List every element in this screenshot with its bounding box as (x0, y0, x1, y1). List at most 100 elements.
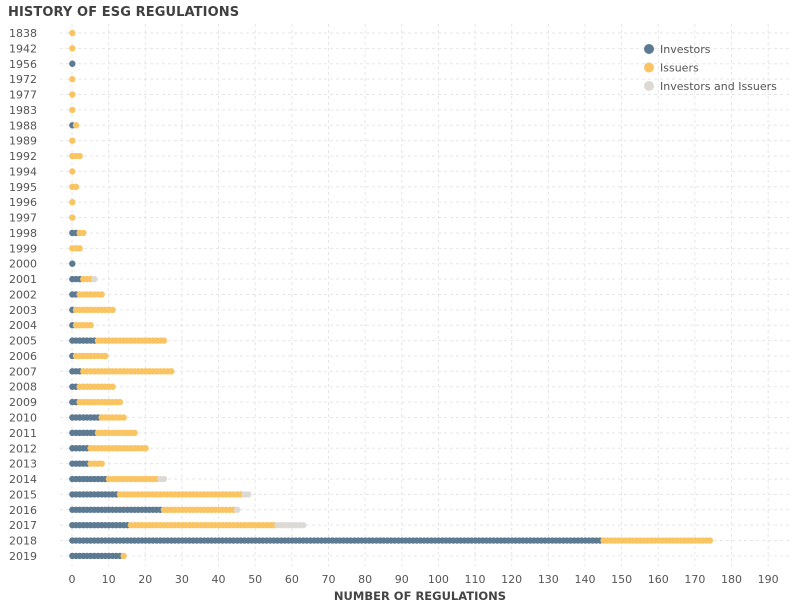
dot-issuers (76, 245, 83, 252)
y-tick-label: 2014 (9, 473, 37, 486)
y-tick-label: 2007 (9, 365, 37, 378)
dot-investors (69, 260, 76, 267)
dot-issuers (72, 183, 80, 190)
y-tick-label: 1997 (9, 212, 37, 225)
y-tick-label: 2019 (9, 550, 37, 563)
data-dots (69, 29, 714, 560)
dot-issuers (69, 45, 76, 52)
dot-issuers (69, 91, 76, 98)
y-tick-label: 1994 (9, 165, 37, 178)
x-tick-label: 10 (102, 573, 116, 586)
x-tick-label: 160 (648, 573, 669, 586)
y-tick-label: 2005 (9, 335, 37, 348)
x-tick-label: 20 (138, 573, 152, 586)
dot-issuers (69, 137, 76, 144)
y-tick-label: 2004 (9, 319, 37, 332)
x-tick-label: 130 (538, 573, 559, 586)
y-axis-labels: 1838 1942 1956 1972 1977 1983 1988 1989 1992 1994… (9, 27, 37, 563)
dot-issuers (142, 445, 149, 452)
dot-issuers (120, 552, 127, 560)
x-tick-label: 100 (428, 573, 449, 586)
legend: Investors Issuers Investors and Issuers (644, 43, 777, 93)
x-tick-label: 90 (395, 573, 409, 586)
dot-issuers (102, 352, 109, 360)
y-tick-label: 2013 (9, 458, 37, 471)
legend-label: Investors and Issuers (660, 80, 777, 93)
gridlines (60, 24, 790, 566)
chart-title: HISTORY OF ESG REGULATIONS (8, 5, 240, 20)
x-tick-label: 140 (574, 573, 595, 586)
dot-issuers (98, 291, 105, 298)
x-tick-label: 180 (721, 573, 742, 586)
dot-issuers (72, 122, 80, 129)
dot-issuers (116, 398, 124, 406)
dot-investors-and-issuers (234, 506, 241, 513)
dot-issuers (69, 75, 76, 83)
dot-issuers (69, 106, 76, 114)
dot-issuers (109, 383, 116, 390)
dot-issuers (168, 368, 175, 375)
y-tick-label: 1998 (9, 227, 37, 240)
legend-label: Issuers (660, 62, 699, 75)
dot-investors-and-issuers (160, 475, 168, 483)
x-tick-label: 60 (285, 573, 299, 586)
y-tick-label: 2002 (9, 288, 37, 301)
x-axis-title: NUMBER OF REGULATIONS (334, 589, 506, 603)
dot-issuers (109, 306, 116, 314)
x-tick-label: 170 (684, 573, 705, 586)
y-tick-label: 1972 (9, 73, 37, 86)
y-tick-label: 2006 (9, 350, 37, 363)
x-tick-label: 190 (758, 573, 779, 586)
y-tick-label: 1956 (9, 58, 37, 71)
dot-issuers (69, 29, 76, 37)
legend-marker (644, 44, 654, 54)
y-tick-label: 1996 (9, 196, 37, 209)
dot-issuers (69, 198, 76, 206)
dot-investors-and-issuers (245, 491, 252, 498)
x-tick-label: 150 (611, 573, 632, 586)
y-tick-label: 2018 (9, 535, 37, 548)
y-tick-label: 1977 (9, 89, 37, 102)
y-tick-label: 1838 (9, 27, 37, 40)
legend-marker (644, 81, 654, 91)
dot-issuers (706, 537, 714, 544)
dot-issuers (98, 460, 105, 467)
dot-issuers (69, 214, 76, 221)
x-tick-label: 30 (175, 573, 189, 586)
x-tick-label: 110 (465, 573, 486, 586)
y-tick-label: 2001 (9, 273, 37, 286)
dot-investors-and-issuers (91, 275, 98, 283)
y-tick-label: 1995 (9, 181, 37, 194)
x-tick-label: 120 (501, 573, 522, 586)
legend-label: Investors (660, 43, 711, 56)
y-tick-label: 2009 (9, 396, 37, 409)
y-tick-label: 2003 (9, 304, 37, 317)
x-axis-labels: 0 10 20 30 40 50 60 70 80 90 100 110 120 130 140 150 160… (69, 573, 779, 586)
x-tick-label: 70 (321, 573, 335, 586)
y-tick-label: 2017 (9, 519, 37, 532)
y-tick-label: 1988 (9, 119, 37, 132)
dot-investors (69, 60, 76, 67)
dot-issuers (120, 414, 127, 421)
y-tick-label: 1989 (9, 135, 37, 148)
x-tick-label: 80 (358, 573, 372, 586)
y-tick-label: 2015 (9, 488, 37, 501)
dot-issuers (76, 152, 83, 160)
dot-issuers (131, 429, 138, 437)
dot-investors-and-issuers (299, 521, 307, 529)
x-tick-label: 40 (212, 573, 226, 586)
y-tick-label: 2008 (9, 381, 37, 394)
y-tick-label: 1942 (9, 42, 37, 55)
y-tick-label: 1992 (9, 150, 37, 163)
x-tick-label: 0 (69, 573, 76, 586)
y-tick-label: 2016 (9, 504, 37, 517)
y-tick-label: 2010 (9, 412, 37, 425)
y-tick-label: 2000 (9, 258, 37, 271)
y-tick-label: 2012 (9, 442, 37, 455)
dot-issuers (160, 337, 168, 344)
y-tick-label: 1999 (9, 242, 37, 255)
legend-marker (644, 62, 654, 73)
x-tick-label: 50 (248, 573, 262, 586)
dot-issuers (87, 322, 94, 329)
